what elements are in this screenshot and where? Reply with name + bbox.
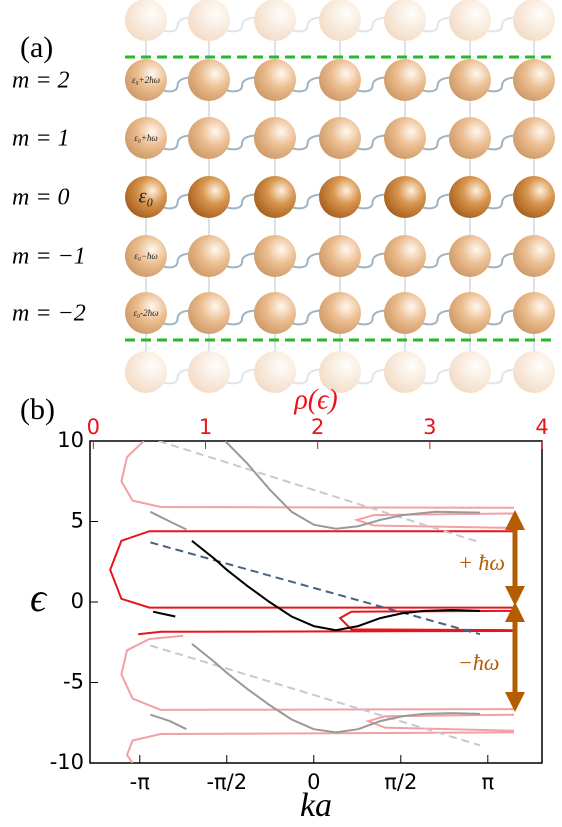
site-label: ε₀+2ħω	[132, 75, 160, 85]
x2-tick-label: 0	[87, 415, 100, 439]
y-tick-label: 5	[71, 509, 84, 533]
x2-axis-label: ρ(ϵ)	[293, 384, 337, 415]
site	[449, 176, 491, 218]
curve	[153, 541, 480, 630]
row-label: m = 2	[12, 68, 70, 94]
site	[188, 117, 230, 159]
site	[254, 117, 296, 159]
x-tick-label: -π/2	[206, 770, 247, 794]
site	[254, 235, 296, 277]
site	[188, 292, 230, 334]
site	[319, 176, 361, 218]
site	[384, 117, 426, 159]
site	[513, 0, 555, 41]
row-label: m = −1	[12, 244, 86, 270]
row-label: m = 1	[12, 126, 70, 152]
x-tick-label: -π	[130, 770, 151, 794]
y-tick-label: -10	[50, 750, 84, 774]
site	[449, 351, 491, 393]
site-label: ε₀	[139, 186, 154, 208]
site	[319, 0, 361, 41]
site	[513, 235, 555, 277]
site	[449, 117, 491, 159]
x2-tick-label: 1	[199, 415, 212, 439]
site	[513, 351, 555, 393]
annotation: −ħω	[458, 650, 499, 675]
row-label: m = 0	[12, 185, 70, 211]
x-tick-label: π	[481, 770, 494, 794]
site	[513, 117, 555, 159]
x-tick-label: π/2	[384, 770, 417, 794]
site	[384, 0, 426, 41]
site	[319, 59, 361, 101]
curve	[121, 441, 514, 763]
curve	[150, 542, 480, 634]
panel-label: (a)	[20, 31, 53, 64]
lattice: m = 2 ε₀+2ħω m = 1 ε₀+ħω m = 0 ε₀ m = −1 ε₀−ħω m…	[12, 0, 555, 393]
curve	[110, 531, 514, 634]
y-tick-label: 0	[71, 589, 84, 613]
curve	[150, 441, 480, 732]
site-label: ε₀-2ħω	[133, 308, 158, 318]
site	[254, 351, 296, 393]
site	[188, 59, 230, 101]
site	[254, 59, 296, 101]
site	[319, 292, 361, 334]
site	[188, 176, 230, 218]
x-axis-label: ka	[300, 787, 332, 824]
site	[188, 0, 230, 41]
y-tick-label: -5	[63, 670, 84, 694]
site	[254, 0, 296, 41]
page: {"lattice": {"panel_label": "(a)", "row_…	[0, 0, 562, 827]
x2-tick-label: 3	[423, 415, 436, 439]
site	[384, 351, 426, 393]
site-label: ε₀−ħω	[134, 251, 158, 261]
site	[513, 59, 555, 101]
site	[384, 176, 426, 218]
annotation: + ħω	[458, 550, 505, 575]
site	[125, 351, 167, 393]
site	[384, 292, 426, 334]
site	[449, 59, 491, 101]
site	[513, 176, 555, 218]
site	[254, 176, 296, 218]
site	[449, 292, 491, 334]
site	[125, 0, 167, 41]
site	[513, 292, 555, 334]
site-label: ε₀+ħω	[134, 133, 158, 143]
figure: m = 2 ε₀+2ħω m = 1 ε₀+ħω m = 0 ε₀ m = −1 ε₀−ħω m…	[0, 0, 562, 827]
site	[384, 235, 426, 277]
x2-tick-label: 2	[311, 415, 324, 439]
row-label: m = −2	[12, 301, 86, 327]
x2-tick-label: 4	[535, 415, 548, 439]
site	[384, 59, 426, 101]
panel-label: (b)	[20, 393, 55, 426]
curve	[150, 441, 480, 745]
y-tick-label: 10	[57, 428, 84, 452]
site	[449, 235, 491, 277]
site	[449, 0, 491, 41]
site	[188, 235, 230, 277]
site	[254, 292, 296, 334]
site	[319, 117, 361, 159]
site	[188, 351, 230, 393]
y-axis-label: ϵ	[30, 575, 48, 620]
site	[319, 235, 361, 277]
